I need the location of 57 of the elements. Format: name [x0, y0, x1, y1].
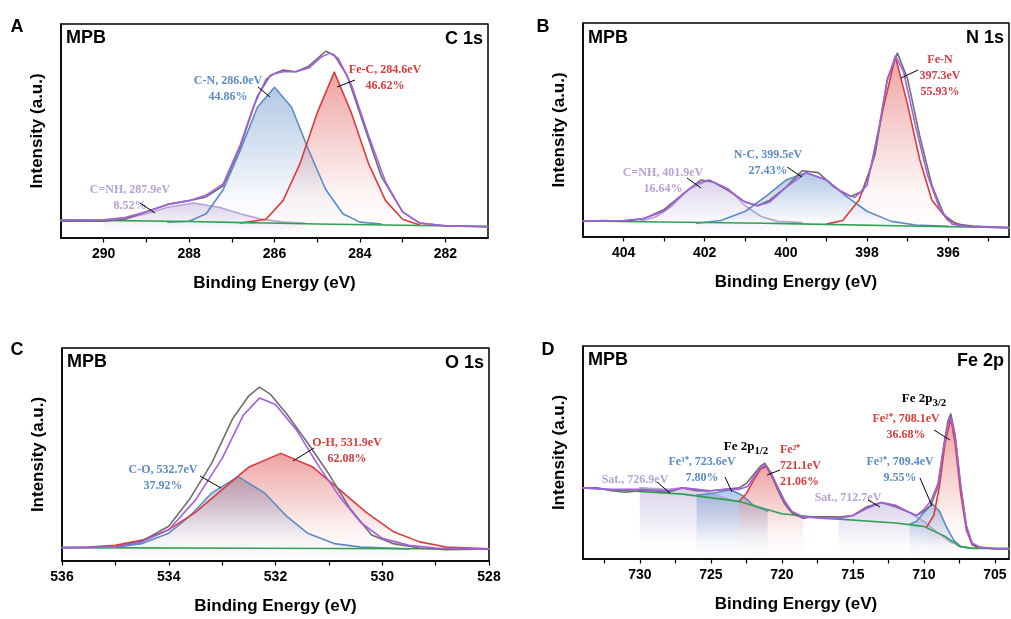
y-axis-title: Intensity (a.u.): [549, 394, 568, 511]
x-tick-label: 534: [157, 568, 181, 584]
x-tick-label: 284: [348, 245, 372, 261]
x-tick-label: 288: [177, 245, 201, 261]
x-tick-label: 730: [628, 566, 652, 582]
x-tick-label: 710: [912, 566, 936, 582]
y-axis-title: Intensity (a.u.): [549, 72, 568, 188]
text: Fe 2p$_{3/2}$: [901, 390, 947, 410]
text: B: [536, 16, 550, 36]
x-tick-label: 402: [693, 244, 717, 260]
text: MPB: [66, 27, 106, 47]
x-tick-label: 530: [370, 568, 395, 584]
x-tick-label: 398: [855, 244, 879, 260]
series-label: N-C, 399.5eV 27.43%: [733, 146, 803, 178]
chart-title: C 1s: [444, 28, 483, 48]
text: MPB: [588, 349, 628, 369]
chart-title: O 1s: [444, 352, 484, 372]
legend-label: Fe²⁺ 721.1eV 21.06%: [780, 441, 821, 489]
x-axis-title: Binding Energy (eV): [714, 272, 878, 291]
chart-title: Fe 2p: [956, 350, 1004, 370]
legend-label: O-H, 531.9eV 62.08%: [312, 434, 382, 466]
series-label: C=NH, 287.9eV 8.52%: [89, 181, 171, 213]
series-label: Fe³⁺, 723.6eV 7.80%: [668, 453, 736, 485]
legend-label: C-N, 286.0eV 44.86%: [193, 72, 263, 104]
x-tick-label: 290: [92, 245, 116, 261]
annotation: Fe 2p$_{1/2}$: [723, 438, 769, 456]
text: A: [10, 16, 24, 36]
series-label: Fe-C, 284.6eV 46.62%: [348, 61, 422, 93]
text: MPB: [588, 27, 628, 47]
x-tick-label: 282: [433, 245, 458, 261]
x-tick-label: 528: [477, 568, 501, 584]
series-label: Fe³⁺, 709.4eV 9.55%: [866, 453, 934, 485]
text: D: [541, 339, 555, 359]
chart-title: N 1s: [965, 27, 1004, 47]
x-tick-label: 404: [611, 244, 636, 260]
text: MPB: [67, 351, 107, 371]
series-label: Sat., 726.9eV: [601, 471, 669, 487]
y-axis-title: Intensity (a.u.): [27, 73, 46, 189]
x-tick-label: 715: [841, 566, 865, 582]
x-axis-title: Binding Energy (eV): [714, 594, 878, 613]
x-tick-label: 536: [50, 568, 74, 584]
text: C: [10, 339, 24, 359]
x-tick-label: 705: [983, 566, 1007, 582]
x-tick-label: 396: [936, 244, 961, 260]
x-axis-title: Binding Energy (eV): [194, 596, 357, 615]
series-label: Sat., 712.7eV: [814, 489, 882, 505]
x-tick-label: 720: [770, 566, 794, 582]
x-tick-label: 286: [262, 245, 287, 261]
series-label: Fe-N 397.3eV 55.93%: [919, 51, 961, 99]
x-tick-label: 725: [699, 566, 723, 582]
x-tick-label: 532: [263, 568, 288, 584]
series-label: Fe²⁺, 708.1eV 36.68%: [872, 410, 940, 442]
series-label: C-O, 532.7eV 37.92%: [128, 461, 198, 493]
y-axis-title: Intensity (a.u.): [28, 396, 47, 513]
x-tick-label: 400: [774, 244, 798, 260]
series-label: C=NH, 401.9eV 16.64%: [622, 164, 704, 196]
x-axis-title: Binding Energy (eV): [193, 273, 356, 292]
